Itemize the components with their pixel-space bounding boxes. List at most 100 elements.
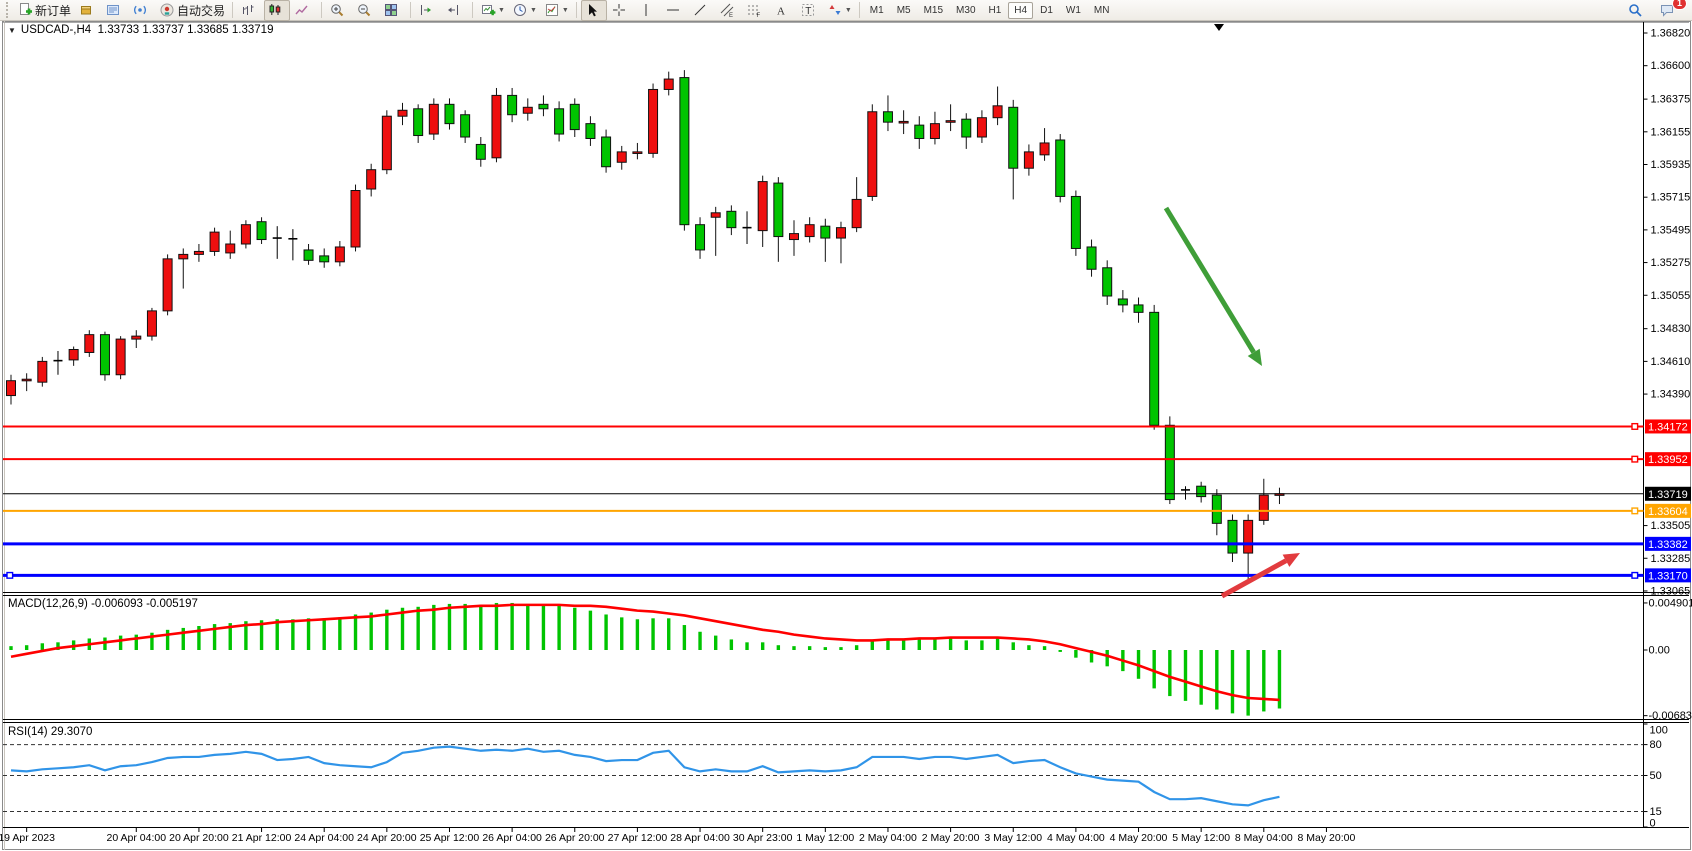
toolbar-separator (472, 2, 474, 18)
horizontal-line-button[interactable] (662, 0, 688, 21)
line-chart-button[interactable] (291, 0, 317, 21)
fibonacci-button[interactable]: F (743, 0, 769, 21)
search-button[interactable] (1624, 0, 1650, 21)
trendline-button[interactable] (689, 0, 715, 21)
zoom-out-icon (356, 2, 372, 18)
market-watch-button[interactable] (75, 0, 101, 21)
svg-text:20 Apr 04:00: 20 Apr 04:00 (106, 832, 166, 844)
candle-chart-button[interactable] (264, 0, 291, 21)
svg-text:80: 80 (1650, 739, 1662, 751)
svg-text:2 May 20:00: 2 May 20:00 (922, 832, 980, 844)
text-label-button[interactable]: T (797, 0, 823, 21)
hlines-layer[interactable] (3, 422, 1644, 579)
fibo-icon: F (746, 2, 762, 18)
indicators-button[interactable]: ▼ (541, 0, 572, 21)
green-down-arrow-annotation[interactable] (1163, 206, 1262, 366)
linechart-icon (294, 2, 310, 18)
symbol-dropdown-icon[interactable]: ▼ (8, 25, 16, 35)
chat-button[interactable]: 1 (1656, 0, 1687, 21)
svg-text:28 Apr 04:00: 28 Apr 04:00 (670, 832, 730, 844)
timeframe-mn-button[interactable]: MN (1093, 4, 1110, 16)
macd-signal-line (10, 603, 1280, 702)
signals-button[interactable] (129, 0, 155, 21)
data-window-button[interactable] (102, 0, 128, 21)
svg-text:1.33604: 1.33604 (1648, 506, 1688, 518)
auto-trading-button[interactable]: 自动交易 (156, 0, 228, 21)
new-order-button[interactable]: 新订单 (14, 0, 74, 21)
timeframe-m5-button[interactable]: M5 (896, 4, 911, 16)
svg-text:27 Apr 12:00: 27 Apr 12:00 (608, 832, 668, 844)
rsi-pane[interactable]: 100 80 50 150 (3, 723, 1668, 830)
toolbar-separator (575, 2, 577, 18)
red-up-arrow-annotation[interactable] (1220, 553, 1300, 599)
toolbar-separator (410, 2, 412, 18)
hline-icon (665, 2, 681, 18)
svg-text:1.34172: 1.34172 (1648, 421, 1688, 433)
timeframe-w1-button[interactable]: W1 (1065, 4, 1081, 16)
chart-plus-icon (480, 2, 496, 18)
textA-icon: A (773, 2, 789, 18)
svg-text:1.33170: 1.33170 (1648, 570, 1688, 582)
channel-button[interactable]: E (716, 0, 742, 21)
svg-text:0.00: 0.00 (1649, 645, 1670, 657)
svg-text:A: A (777, 6, 785, 18)
trendline-icon (692, 2, 708, 18)
clock-icon (512, 2, 528, 18)
svg-text:1.35275: 1.35275 (1651, 257, 1691, 269)
zoom-in-button[interactable] (326, 0, 352, 21)
toolbar-separator (858, 2, 860, 18)
vline-icon (638, 2, 654, 18)
svg-text:1.36155: 1.36155 (1651, 126, 1691, 138)
tile-windows-button[interactable] (380, 0, 406, 21)
svg-text:5 May 12:00: 5 May 12:00 (1172, 832, 1230, 844)
chart-title-text: USDCAD-,H4 1.33733 1.33737 1.33685 1.337… (20, 24, 274, 36)
macd-pane[interactable]: 0.004901 0.00 -0.006838 (9, 598, 1692, 723)
indicator-icon (544, 2, 560, 18)
cursor-icon (584, 2, 600, 18)
zoom-in-icon (329, 2, 345, 18)
svg-text:30 Apr 23:00: 30 Apr 23:00 (733, 832, 793, 844)
time-axis[interactable]: 19 Apr 2023 20 Apr 04:00 20 Apr 20:00 21 Ap… (0, 828, 1355, 844)
svg-text:2 May 04:00: 2 May 04:00 (859, 832, 917, 844)
toolbar-separator (232, 2, 234, 18)
bars-icon (240, 2, 256, 18)
timeframe-h1-button[interactable]: H1 (988, 4, 1002, 16)
svg-text:20 Apr 20:00: 20 Apr 20:00 (169, 832, 229, 844)
svg-text:E: E (729, 13, 733, 18)
chart-title: ▼ USDCAD-,H4 1.33733 1.33737 1.33685 1.3… (8, 24, 273, 36)
svg-text:1.33952: 1.33952 (1648, 454, 1688, 466)
new-chart-button[interactable]: ▼ (477, 0, 508, 21)
text-button[interactable]: A (770, 0, 796, 21)
svg-text:50: 50 (1650, 770, 1662, 782)
candles-layer[interactable] (6, 70, 1285, 583)
timeframe-m1-button[interactable]: M1 (869, 4, 884, 16)
timeframe-h4-button[interactable]: H4 (1008, 1, 1034, 19)
svg-text:4 May 20:00: 4 May 20:00 (1110, 832, 1168, 844)
vertical-line-button[interactable] (635, 0, 661, 21)
chat-badge: 1 (1671, 0, 1687, 10)
scroll-anchor-icon[interactable] (1214, 24, 1224, 31)
toolbar-separator (321, 2, 323, 18)
svg-text:24 Apr 20:00: 24 Apr 20:00 (357, 832, 417, 844)
blue-doc-icon (105, 2, 121, 18)
crosshair-button[interactable] (608, 0, 634, 21)
search-icon (1627, 2, 1643, 18)
svg-text:1.33505: 1.33505 (1651, 520, 1691, 532)
chevron-down-icon: ▼ (844, 6, 852, 14)
price-axis[interactable]: 1.36820 1.36600 1.36375 1.36155 1.35935 1.357… (1643, 28, 1692, 598)
main-toolbar: 新订单 自动交易 ▼ ▼ ▼ E F A T ▼ M1 M5 M15 M30 H1 H4 D1 W1 MN 1 (0, 0, 1692, 21)
periods-button[interactable]: ▼ (509, 0, 540, 21)
svg-text:1.34390: 1.34390 (1651, 389, 1691, 401)
timeframe-m30-button[interactable]: M30 (956, 4, 976, 16)
auto-scroll-button[interactable] (415, 0, 441, 21)
bar-chart-button[interactable] (237, 0, 263, 21)
timeframe-m15-button[interactable]: M15 (923, 4, 944, 16)
zoom-out-button[interactable] (353, 0, 379, 21)
arrows-button[interactable]: ▼ (824, 0, 855, 21)
svg-text:19 Apr 2023: 19 Apr 2023 (0, 832, 55, 844)
cursor-button[interactable] (580, 0, 607, 21)
shapes-icon (827, 2, 843, 18)
timeframe-d1-button[interactable]: D1 (1040, 4, 1053, 16)
chart-shift-button[interactable] (442, 0, 468, 21)
